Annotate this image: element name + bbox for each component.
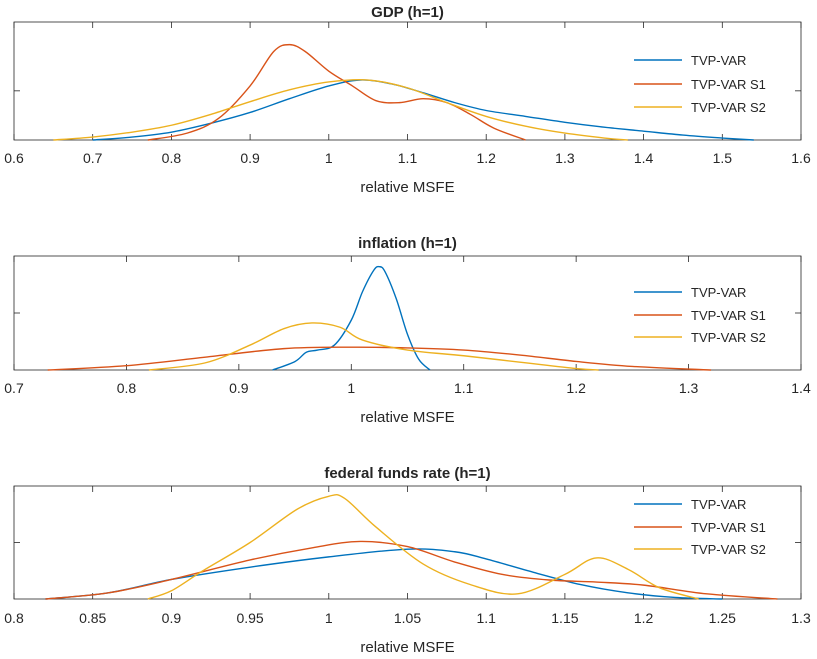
inflation-xtick-label: 1.4 (791, 380, 811, 396)
inflation-xlabel: relative MSFE (360, 409, 454, 426)
fedfunds-ticks: 0.8 0.85 0.9 0.95 1 1.05 1.1 1.15 1.2 1.25 1.3 (4, 486, 811, 626)
gdp-series-tvp-var-s2 (53, 78, 628, 141)
fedfunds-xtick-label: 1.05 (394, 610, 421, 626)
gdp-panel: GDP (h=1) 0.6 0.7 0.8 0.9 1 1.1 1.2 1.3 1.4 1.5 1.… (4, 4, 811, 196)
gdp-legend: TVP-VAR TVP-VAR S1 TVP-VAR S2 (634, 53, 766, 115)
gdp-lines (53, 43, 754, 141)
gdp-xtick-label: 0.7 (83, 150, 103, 166)
fedfunds-legend-tvp-var-s2: TVP-VAR S2 (691, 542, 766, 557)
fedfunds-xlabel: relative MSFE (360, 639, 454, 656)
inflation-lines (47, 265, 712, 371)
fedfunds-legend: TVP-VAR TVP-VAR S1 TVP-VAR S2 (634, 497, 766, 557)
fedfunds-axes (13, 485, 802, 600)
fedfunds-lines (45, 493, 778, 600)
inflation-title: inflation (h=1) (358, 235, 457, 252)
fedfunds-series-tvp-var-s1 (45, 540, 778, 600)
inflation-xtick-label: 1.3 (679, 380, 699, 396)
inflation-series-tvp-var-s1 (47, 346, 712, 371)
gdp-xtick-label: 1.3 (555, 150, 575, 166)
inflation-panel: inflation (h=1) 0.7 0.8 0.9 1 1.1 1.2 1.3 1.4 r… (4, 235, 811, 426)
inflation-legend-tvp-var-s1: TVP-VAR S1 (691, 308, 766, 323)
gdp-ticks: 0.6 0.7 0.8 0.9 1 1.1 1.2 1.3 1.4 1.5 1.6 (4, 22, 811, 166)
fedfunds-series-tvp-var-s2 (147, 493, 699, 600)
inflation-xtick-label: 1.1 (454, 380, 474, 396)
inflation-xtick-label: 0.9 (229, 380, 249, 396)
fedfunds-legend-tvp-var-s1: TVP-VAR S1 (691, 520, 766, 535)
fedfunds-xtick-label: 1.3 (791, 610, 811, 626)
gdp-legend-tvp-var-s1: TVP-VAR S1 (691, 77, 766, 92)
fedfunds-xtick-label: 0.8 (4, 610, 24, 626)
gdp-xtick-label: 1 (325, 150, 333, 166)
inflation-xtick-label: 0.7 (4, 380, 24, 396)
fedfunds-xtick-label: 1.15 (551, 610, 578, 626)
gdp-xtick-label: 1.6 (791, 150, 811, 166)
gdp-legend-tvp-var: TVP-VAR (691, 53, 746, 68)
inflation-xtick-label: 1 (347, 380, 355, 396)
fedfunds-legend-tvp-var: TVP-VAR (691, 497, 746, 512)
fedfunds-xtick-label: 0.85 (79, 610, 106, 626)
gdp-xlabel: relative MSFE (360, 179, 454, 196)
gdp-xtick-label: 1.2 (476, 150, 496, 166)
fedfunds-xtick-label: 1 (325, 610, 333, 626)
gdp-series-tvp-var-s1 (147, 43, 526, 141)
gdp-xtick-label: 1.5 (713, 150, 733, 166)
gdp-xtick-label: 1.1 (398, 150, 418, 166)
gdp-title: GDP (h=1) (371, 4, 444, 21)
inflation-series-tvp-var (272, 265, 431, 371)
gdp-xtick-label: 0.9 (240, 150, 260, 166)
fedfunds-xtick-label: 1.2 (634, 610, 654, 626)
fedfunds-xtick-label: 1.1 (476, 610, 496, 626)
inflation-legend-tvp-var-s2: TVP-VAR S2 (691, 330, 766, 345)
fedfunds-xtick-label: 1.25 (709, 610, 736, 626)
gdp-xtick-label: 0.6 (4, 150, 24, 166)
inflation-xtick-label: 0.8 (117, 380, 137, 396)
fedfunds-xtick-label: 0.95 (236, 610, 263, 626)
inflation-legend: TVP-VAR TVP-VAR S1 TVP-VAR S2 (634, 285, 766, 345)
gdp-xtick-label: 0.8 (162, 150, 182, 166)
fedfunds-xtick-label: 0.9 (162, 610, 182, 626)
gdp-axes (13, 21, 802, 141)
gdp-legend-tvp-var-s2: TVP-VAR S2 (691, 100, 766, 115)
inflation-xtick-label: 1.2 (566, 380, 586, 396)
gdp-xtick-label: 1.4 (634, 150, 654, 166)
fedfunds-panel: federal funds rate (h=1) 0.8 0.85 0.9 0.95 1… (4, 465, 811, 656)
fedfunds-title: federal funds rate (h=1) (324, 465, 490, 482)
inflation-legend-tvp-var: TVP-VAR (691, 285, 746, 300)
inflation-axes (13, 255, 802, 371)
inflation-ticks: 0.7 0.8 0.9 1 1.1 1.2 1.3 1.4 (4, 256, 811, 396)
inflation-series-tvp-var-s2 (148, 322, 599, 371)
